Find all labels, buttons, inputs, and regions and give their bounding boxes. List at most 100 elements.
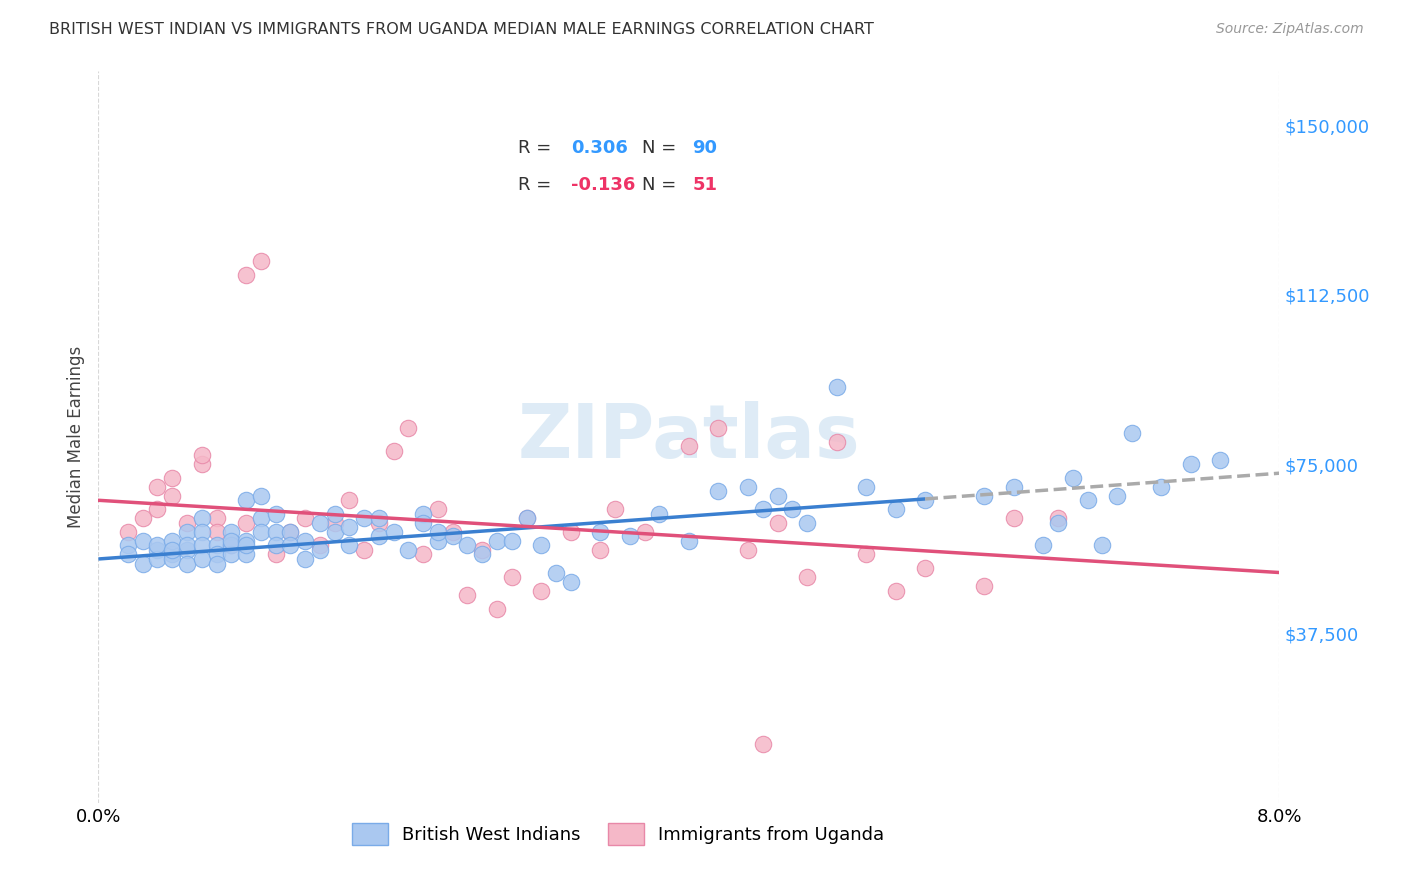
Point bbox=[457, 588, 479, 602]
Text: 0.306: 0.306 bbox=[571, 139, 627, 157]
Legend: British West Indians, Immigrants from Uganda: British West Indians, Immigrants from Ug… bbox=[344, 816, 891, 852]
Point bbox=[235, 533, 257, 548]
Point bbox=[973, 489, 995, 503]
Point bbox=[412, 507, 434, 521]
Point bbox=[221, 524, 243, 539]
Point bbox=[264, 548, 287, 562]
Point bbox=[162, 552, 183, 566]
Point bbox=[162, 471, 183, 485]
Point bbox=[973, 579, 995, 593]
Point bbox=[191, 552, 214, 566]
Point bbox=[398, 421, 420, 435]
Point bbox=[619, 529, 641, 543]
Point bbox=[914, 561, 936, 575]
Text: ZIPatlas: ZIPatlas bbox=[517, 401, 860, 474]
Point bbox=[782, 502, 804, 516]
Point bbox=[486, 601, 509, 615]
Point bbox=[368, 511, 391, 525]
Point bbox=[546, 566, 568, 580]
Point bbox=[176, 543, 198, 558]
Point bbox=[162, 543, 183, 558]
Point bbox=[471, 543, 494, 558]
Point bbox=[412, 516, 434, 530]
Point bbox=[427, 502, 450, 516]
Point bbox=[501, 533, 523, 548]
Text: Source: ZipAtlas.com: Source: ZipAtlas.com bbox=[1216, 22, 1364, 37]
Point bbox=[280, 538, 302, 552]
Point bbox=[191, 457, 214, 471]
Point bbox=[205, 548, 228, 562]
Point bbox=[294, 552, 316, 566]
Point bbox=[560, 574, 582, 589]
Point bbox=[191, 511, 214, 525]
Point bbox=[309, 543, 332, 558]
Point bbox=[146, 538, 169, 552]
Point bbox=[339, 538, 361, 552]
Point bbox=[132, 557, 155, 571]
Text: R =: R = bbox=[517, 139, 557, 157]
Point bbox=[796, 516, 818, 530]
Point bbox=[589, 524, 612, 539]
Point bbox=[176, 524, 198, 539]
Point bbox=[132, 511, 155, 525]
Point bbox=[382, 524, 405, 539]
Point bbox=[1121, 425, 1143, 440]
Point bbox=[530, 583, 553, 598]
Point bbox=[339, 493, 361, 508]
Point bbox=[191, 538, 214, 552]
Point bbox=[162, 548, 183, 562]
Point bbox=[766, 516, 789, 530]
Point bbox=[825, 434, 848, 449]
Point bbox=[605, 502, 627, 516]
Point bbox=[457, 538, 479, 552]
Point bbox=[1032, 538, 1054, 552]
Point bbox=[1107, 489, 1129, 503]
Point bbox=[382, 443, 405, 458]
Point bbox=[191, 524, 214, 539]
Point bbox=[678, 439, 700, 453]
Point bbox=[221, 533, 243, 548]
Point bbox=[339, 520, 361, 534]
Point bbox=[1209, 452, 1232, 467]
Point bbox=[323, 524, 346, 539]
Point bbox=[560, 524, 582, 539]
Point bbox=[796, 570, 818, 584]
Point bbox=[486, 533, 509, 548]
Text: -0.136: -0.136 bbox=[571, 176, 636, 194]
Point bbox=[368, 529, 391, 543]
Point bbox=[1002, 511, 1025, 525]
Point bbox=[323, 507, 346, 521]
Point bbox=[162, 489, 183, 503]
Point bbox=[1077, 493, 1099, 508]
Point bbox=[634, 524, 657, 539]
Point bbox=[250, 524, 273, 539]
Point bbox=[752, 737, 775, 751]
Point bbox=[855, 480, 877, 494]
Point bbox=[264, 524, 287, 539]
Point bbox=[501, 570, 523, 584]
Point bbox=[353, 543, 375, 558]
Point bbox=[146, 543, 169, 558]
Point bbox=[221, 538, 243, 552]
Point bbox=[280, 524, 302, 539]
Point bbox=[176, 557, 198, 571]
Point bbox=[516, 511, 538, 525]
Text: 90: 90 bbox=[693, 139, 717, 157]
Text: 51: 51 bbox=[693, 176, 717, 194]
Point bbox=[737, 480, 759, 494]
Point bbox=[235, 516, 257, 530]
Point bbox=[250, 511, 273, 525]
Point bbox=[1002, 480, 1025, 494]
Point bbox=[441, 529, 464, 543]
Point bbox=[1091, 538, 1114, 552]
Point bbox=[309, 538, 332, 552]
Point bbox=[280, 524, 302, 539]
Point bbox=[235, 538, 257, 552]
Point bbox=[855, 548, 877, 562]
Point bbox=[707, 421, 730, 435]
Point bbox=[132, 533, 155, 548]
Point bbox=[1046, 511, 1070, 525]
Point bbox=[412, 548, 434, 562]
Point bbox=[752, 502, 775, 516]
Point bbox=[221, 538, 243, 552]
